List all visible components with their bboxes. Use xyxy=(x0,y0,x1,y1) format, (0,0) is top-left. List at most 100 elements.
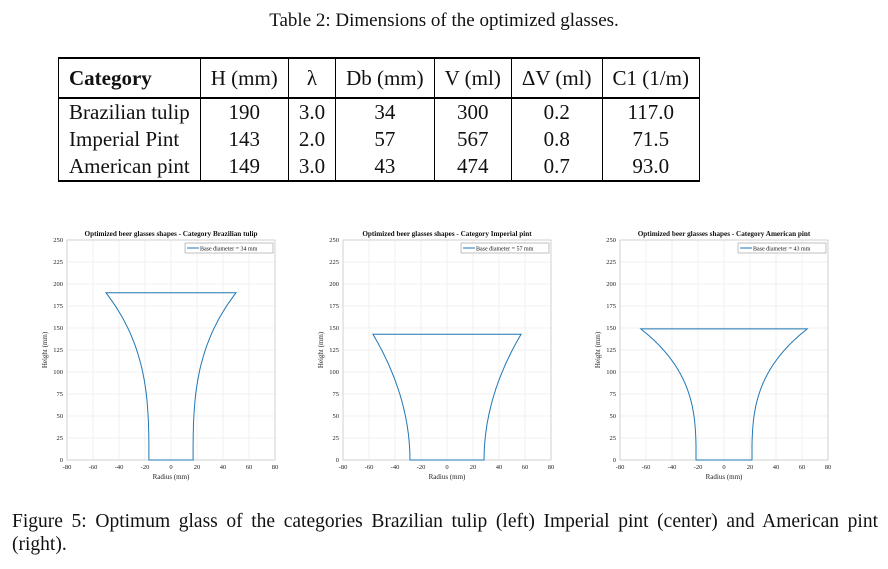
table-cell: 3.0 xyxy=(287,98,336,126)
y-tick-label: 150 xyxy=(53,325,63,332)
y-tick-label: 50 xyxy=(333,413,340,420)
x-tick-label: 60 xyxy=(799,464,806,471)
table-cell: 567 xyxy=(433,126,512,153)
header-height: H (mm) xyxy=(199,57,289,99)
plot-brazilian-tulip: -80 -60 -40 -20 0 20 40 60 80 0 25 50 75 100 125 150 175… xyxy=(41,230,279,481)
x-tick-label: -40 xyxy=(115,464,124,471)
legend-box xyxy=(184,242,274,254)
table-cell: 149 xyxy=(199,153,289,182)
y-axis-label: Height (mm) xyxy=(317,331,325,368)
table-cell: 0.8 xyxy=(510,126,603,153)
table-row: Imperial Pint 143 2.0 57 567 0.8 71.5 xyxy=(58,126,700,153)
y-tick-label: 250 xyxy=(606,237,616,244)
x-tick-label: -40 xyxy=(668,464,677,471)
x-tick-label: -80 xyxy=(616,464,625,471)
table-cell: 0.7 xyxy=(510,153,603,182)
y-tick-label: 100 xyxy=(606,369,616,376)
x-tick-label: 80 xyxy=(825,464,832,471)
table-cell: 3.0 xyxy=(287,153,336,182)
table-cell: Brazilian tulip xyxy=(58,98,201,126)
plot-imperial-pint: -80 -60 -40 -20 0 20 40 60 80 0 25 50 75 100 125 150 175… xyxy=(317,230,555,481)
table-cell: Imperial Pint xyxy=(58,126,201,153)
table-row: American pint 149 3.0 43 474 0.7 93.0 xyxy=(58,153,700,182)
y-tick-label: 200 xyxy=(606,281,616,288)
figure-caption: Figure 5: Optimum glass of the categorie… xyxy=(12,511,878,555)
table-cell: 143 xyxy=(199,126,289,153)
y-tick-label: 50 xyxy=(57,413,64,420)
x-tick-label: 80 xyxy=(548,464,555,471)
x-axis-label: Radius (mm) xyxy=(706,473,743,481)
glass-profile-line xyxy=(105,292,237,461)
header-category: Category xyxy=(58,57,201,99)
table-cell: 190 xyxy=(199,98,289,126)
header-volume: V (ml) xyxy=(433,57,512,99)
x-tick-label: 40 xyxy=(220,464,227,471)
table-cell: 0.2 xyxy=(510,98,603,126)
y-tick-label: 75 xyxy=(57,391,64,398)
table-cell: 2.0 xyxy=(287,126,336,153)
legend-label: Base diameter = 57 mm xyxy=(476,247,534,253)
table-cell: 34 xyxy=(335,98,435,126)
x-tick-label: 0 xyxy=(169,464,172,471)
plot-american-pint: -80 -60 -40 -20 0 20 40 60 80 0 25 50 75 100 125 150 175… xyxy=(594,230,832,481)
y-tick-label: 25 xyxy=(610,435,617,442)
chart-title: Optimized beer glasses shapes - Category… xyxy=(362,230,532,238)
y-tick-label: 225 xyxy=(329,259,339,266)
table-cell: 71.5 xyxy=(601,126,700,153)
y-tick-label: 175 xyxy=(53,303,63,310)
y-axis-label: Height (mm) xyxy=(41,331,49,368)
y-tick-label: 250 xyxy=(329,237,339,244)
x-tick-label: -60 xyxy=(89,464,98,471)
x-tick-label: -80 xyxy=(63,464,72,471)
x-tick-label: -20 xyxy=(141,464,150,471)
table-row: Brazilian tulip 190 3.0 34 300 0.2 117.0 xyxy=(58,98,700,126)
x-axis-label: Radius (mm) xyxy=(153,473,190,481)
x-tick-label: 40 xyxy=(496,464,503,471)
dimensions-table: Category H (mm) λ Db (mm) V (ml) ΔV (ml)… xyxy=(58,57,700,182)
y-tick-label: 125 xyxy=(53,347,63,354)
y-tick-label: 225 xyxy=(606,259,616,266)
x-tick-label: -20 xyxy=(694,464,703,471)
x-tick-label: 0 xyxy=(722,464,725,471)
table-cell: 43 xyxy=(335,153,435,182)
header-c1: C1 (1/m) xyxy=(601,57,700,99)
y-tick-label: 125 xyxy=(329,347,339,354)
y-tick-label: 250 xyxy=(53,237,63,244)
x-tick-label: -80 xyxy=(339,464,348,471)
x-tick-label: -60 xyxy=(365,464,374,471)
glass-profile-line xyxy=(639,328,809,461)
y-tick-label: 100 xyxy=(53,369,63,376)
table-cell: 57 xyxy=(335,126,435,153)
y-tick-label: 100 xyxy=(329,369,339,376)
table-header-row: Category H (mm) λ Db (mm) V (ml) ΔV (ml)… xyxy=(58,57,700,99)
y-tick-label: 0 xyxy=(613,457,616,464)
x-tick-label: -40 xyxy=(391,464,400,471)
legend-label: Base diameter = 43 mm xyxy=(753,247,811,253)
y-tick-label: 200 xyxy=(329,281,339,288)
x-tick-label: -20 xyxy=(417,464,426,471)
header-delta-volume: ΔV (ml) xyxy=(510,57,603,99)
glass-profile-line xyxy=(372,333,522,461)
y-tick-label: 75 xyxy=(333,391,340,398)
y-tick-label: 0 xyxy=(336,457,339,464)
y-tick-label: 150 xyxy=(329,325,339,332)
y-tick-label: 0 xyxy=(60,457,63,464)
x-tick-label: 0 xyxy=(445,464,448,471)
x-tick-label: 20 xyxy=(747,464,754,471)
y-tick-label: 25 xyxy=(333,435,340,442)
chart-title: Optimized beer glasses shapes - Category… xyxy=(85,230,258,238)
table-cell: 474 xyxy=(433,153,512,182)
y-tick-label: 225 xyxy=(53,259,63,266)
header-lambda: λ xyxy=(287,57,336,99)
y-tick-label: 25 xyxy=(57,435,64,442)
x-tick-label: 20 xyxy=(194,464,201,471)
table-caption: Table 2: Dimensions of the optimized gla… xyxy=(269,10,619,31)
legend-box xyxy=(460,242,550,254)
y-axis-label: Height (mm) xyxy=(594,331,602,368)
y-tick-label: 175 xyxy=(329,303,339,310)
x-tick-label: 80 xyxy=(272,464,279,471)
table-cell: 93.0 xyxy=(601,153,700,182)
y-tick-label: 175 xyxy=(606,303,616,310)
y-tick-label: 200 xyxy=(53,281,63,288)
table-cell: 300 xyxy=(433,98,512,126)
